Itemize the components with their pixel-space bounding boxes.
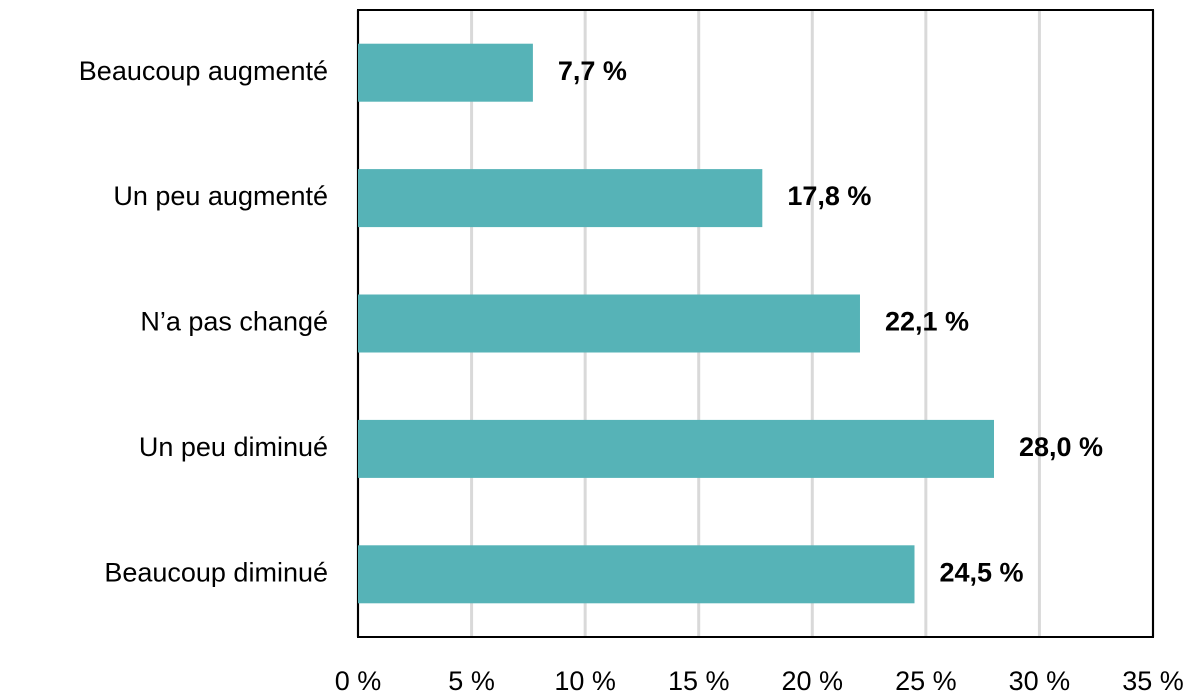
- x-tick-label: 20 %: [782, 666, 844, 695]
- x-tick-label: 35 %: [1122, 666, 1184, 695]
- y-tick-label: N’a pas changé: [140, 307, 328, 337]
- x-tick-label: 30 %: [1009, 666, 1071, 695]
- data-label: 17,8 %: [787, 181, 871, 211]
- y-tick-label: Beaucoup augmenté: [79, 56, 328, 86]
- data-label: 22,1 %: [885, 307, 969, 337]
- y-tick-label: Un peu augmenté: [113, 181, 328, 211]
- x-tick-label: 0 %: [335, 666, 382, 695]
- bar: [358, 294, 860, 353]
- bar: [358, 169, 763, 228]
- x-tick-label: 5 %: [448, 666, 495, 695]
- bar: [358, 43, 533, 102]
- data-label: 28,0 %: [1019, 432, 1103, 462]
- bar: [358, 419, 994, 478]
- x-tick-label: 25 %: [895, 666, 957, 695]
- data-label: 7,7 %: [558, 56, 627, 86]
- y-tick-label: Beaucoup diminué: [104, 557, 328, 587]
- y-tick-label: Un peu diminué: [139, 432, 328, 462]
- data-label: 24,5 %: [940, 557, 1024, 587]
- x-tick-label: 15 %: [668, 666, 730, 695]
- x-tick-label: 10 %: [554, 666, 616, 695]
- bar: [358, 545, 915, 604]
